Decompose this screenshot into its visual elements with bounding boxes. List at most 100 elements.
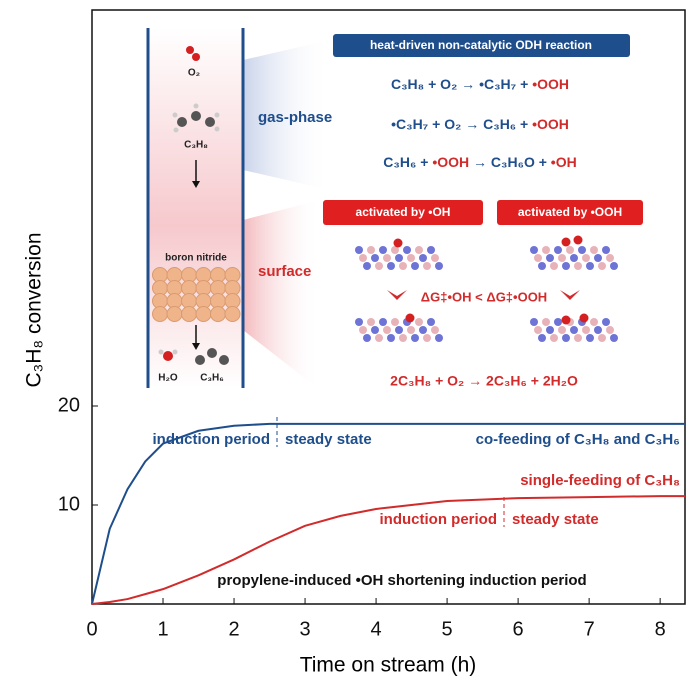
eq-part: C₃H₈ + O₂ → •C₃H₇ +: [391, 76, 532, 92]
atom: [554, 246, 562, 254]
atom: [395, 326, 403, 334]
x-tick-label: 8: [655, 618, 666, 640]
atom: [371, 254, 379, 262]
activated-label: activated by •OOH: [518, 205, 622, 219]
atom: [542, 318, 550, 326]
eq-part: •OH: [551, 154, 577, 170]
atom: [387, 334, 395, 342]
atom: [375, 334, 383, 342]
atom: [423, 334, 431, 342]
atom: [375, 262, 383, 270]
atom: [407, 326, 415, 334]
atom: [582, 326, 590, 334]
atom: [383, 254, 391, 262]
atom: [391, 246, 399, 254]
annotation: propylene-induced •OH shortening inducti…: [217, 572, 586, 589]
atom: [192, 53, 200, 61]
atom: [590, 246, 598, 254]
atom: [359, 326, 367, 334]
eq-part: → C₃H₆O +: [469, 154, 551, 170]
label: H₂O: [158, 373, 178, 384]
sphere: [195, 306, 212, 322]
atom: [415, 246, 423, 254]
atom: [582, 254, 590, 262]
sphere: [224, 306, 241, 322]
atom: [403, 246, 411, 254]
gas-label: gas-phase: [258, 109, 332, 126]
atom: [415, 318, 423, 326]
header: heat-driven non-catalytic ODH reaction: [370, 38, 592, 52]
label: C₃H₆: [200, 373, 224, 384]
x-tick-label: 4: [371, 618, 382, 640]
label: O₂: [188, 68, 200, 79]
atom: [561, 237, 571, 247]
atom: [558, 326, 566, 334]
atom: [538, 334, 546, 342]
atom: [602, 318, 610, 326]
equation: •C₃H₇ + O₂ → C₃H₆ + •OOH: [391, 116, 569, 132]
atom: [590, 318, 598, 326]
x-tick-label: 2: [228, 618, 239, 640]
equation: C₃H₈ + O₂ → •C₃H₇ + •OOH: [391, 76, 569, 92]
eq-part: •OOH: [432, 154, 469, 170]
atom: [586, 262, 594, 270]
atom: [387, 262, 395, 270]
header-box: [333, 34, 630, 57]
sphere: [166, 306, 183, 322]
series-line: [91, 422, 685, 605]
atom: [594, 254, 602, 262]
fan: [243, 40, 330, 190]
atom: [561, 315, 571, 325]
atom: [606, 326, 614, 334]
atom: [367, 318, 375, 326]
atom: [431, 254, 439, 262]
atom: [411, 334, 419, 342]
overall-equation: 2C₃H₈ + O₂ → 2C₃H₆ + 2H₂O: [390, 373, 578, 389]
atom: [163, 351, 173, 361]
atom: [570, 326, 578, 334]
atom: [610, 262, 618, 270]
atom: [579, 313, 589, 323]
label: C₃H₈: [184, 140, 208, 151]
atom: [419, 254, 427, 262]
atom: [435, 262, 443, 270]
atom: [534, 326, 542, 334]
atom: [562, 262, 570, 270]
atom: [574, 262, 582, 270]
atom: [602, 246, 610, 254]
x-axis-label: Time on stream (h): [300, 654, 477, 677]
annotation: induction period: [153, 431, 271, 448]
atom: [427, 246, 435, 254]
atom: [172, 349, 178, 355]
atom: [399, 334, 407, 342]
atom: [546, 326, 554, 334]
x-tick-label: 0: [86, 618, 97, 640]
atom: [558, 254, 566, 262]
atom: [534, 254, 542, 262]
x-tick-label: 7: [584, 618, 595, 640]
x-tick-label: 6: [513, 618, 524, 640]
atom: [419, 326, 427, 334]
atom: [546, 254, 554, 262]
atom: [393, 238, 403, 248]
atom: [530, 246, 538, 254]
atom: [606, 254, 614, 262]
energy-label: ΔG‡•OH < ΔG‡•OOH: [421, 289, 547, 304]
atom: [411, 262, 419, 270]
y-axis-label: C₃H₈ conversion: [23, 233, 46, 388]
annotation: steady state: [285, 431, 372, 448]
chevron: [387, 290, 407, 300]
atom: [550, 262, 558, 270]
atom: [395, 254, 403, 262]
atom: [610, 334, 618, 342]
catalyst-bed: [152, 267, 241, 322]
atom: [186, 46, 194, 54]
atom: [566, 246, 574, 254]
atom: [379, 246, 387, 254]
atom: [371, 326, 379, 334]
atom: [207, 348, 217, 358]
arrow-head: [192, 343, 200, 350]
plot-frame: [91, 9, 686, 605]
atom: [542, 246, 550, 254]
